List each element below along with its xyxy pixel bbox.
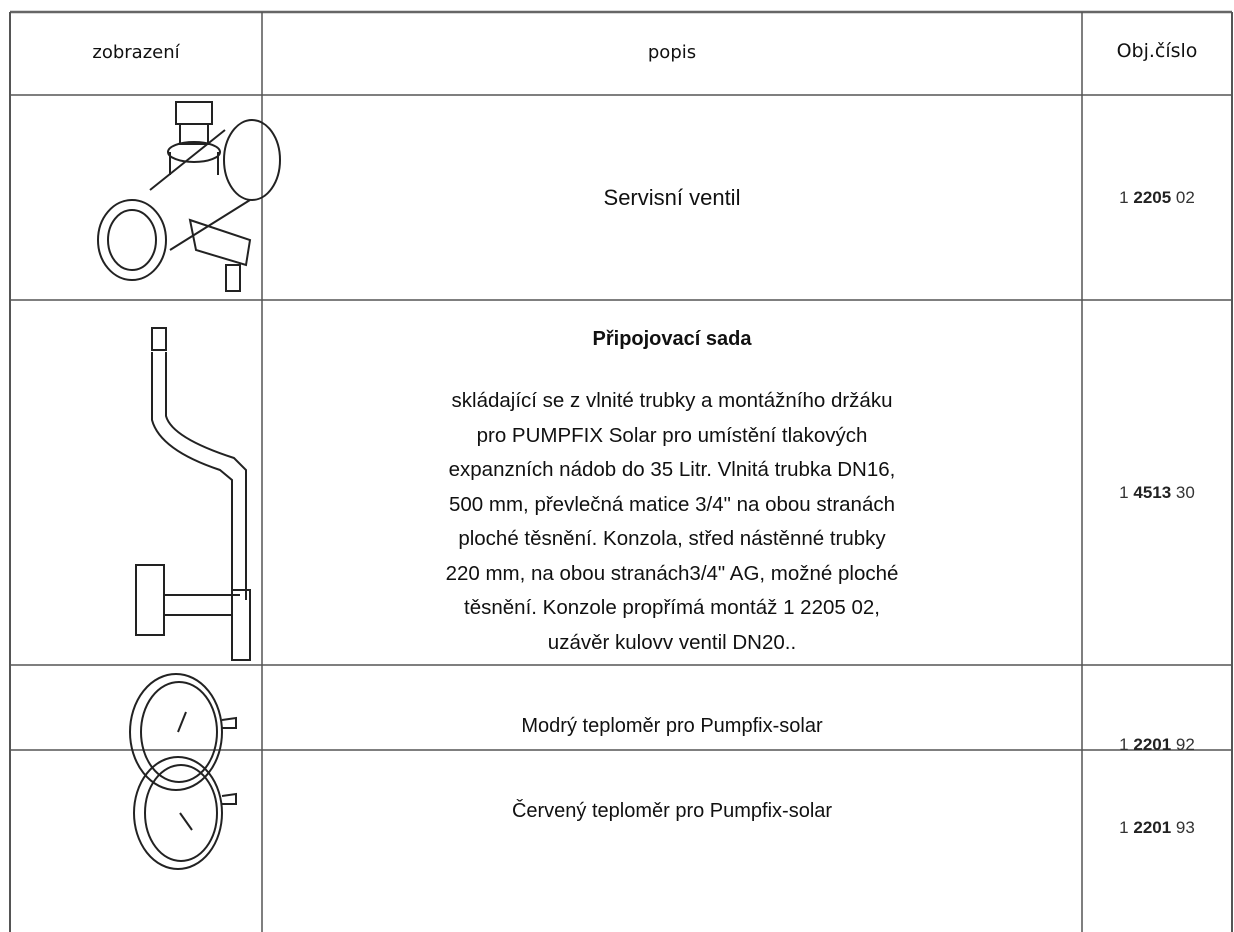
order-part: 1 [1119, 818, 1129, 837]
order-number: 1 2201 93 [1082, 818, 1232, 838]
order-part: 2201 [1133, 735, 1172, 754]
order-number: 1 2201 92 [1082, 735, 1232, 755]
valve-image [97, 101, 281, 292]
order-part: 2205 [1133, 188, 1172, 207]
thermometer-blue-image [129, 673, 237, 791]
order-number: 1 4513 30 [1082, 483, 1232, 503]
order-part: 1 [1119, 735, 1129, 754]
description-line: těsnění. Konzole propřímá montáž 1 2205 … [464, 596, 880, 619]
header-cell: Obj.číslo [1116, 40, 1198, 62]
description-line: ploché těsnění. Konzola, střed nástěnné … [458, 527, 886, 550]
header-cell: zobrazení [92, 42, 180, 63]
description-line: uzávěr kulovv ventil DN20.. [547, 630, 797, 654]
connection-set-image [135, 327, 251, 661]
thermometer-red-image [133, 756, 237, 870]
order-part: 02 [1175, 188, 1195, 207]
order-part: 30 [1175, 483, 1195, 502]
description-line: 500 mm, převlečná matice 3/4" na obou st… [449, 492, 895, 516]
description-line: skládající se z vlnité trubky a montážní… [451, 389, 893, 412]
description-line: expanzních nádob do 35 Litr. Vlnitá trub… [448, 458, 896, 481]
header-cell: popis [647, 42, 697, 63]
description: Červený teploměr pro Pumpfix-solar [511, 800, 833, 822]
description-title: Připojovací sada [592, 328, 752, 350]
description-line: pro PUMPFIX Solar pro umístění tlakových [476, 423, 868, 447]
order-part: 92 [1175, 735, 1195, 754]
order-part: 1 [1119, 188, 1129, 207]
order-part: 1 [1119, 483, 1129, 502]
description-line: 220 mm, na obou stranách3/4" AG, možné p… [445, 561, 899, 585]
description: Servisní ventil [603, 185, 741, 210]
description: Modrý teploměr pro Pumpfix-solar [521, 715, 823, 737]
order-part: 93 [1175, 818, 1195, 837]
order-part: 4513 [1133, 483, 1172, 502]
order-number: 1 2205 02 [1082, 188, 1232, 208]
order-part: 2201 [1133, 818, 1172, 837]
